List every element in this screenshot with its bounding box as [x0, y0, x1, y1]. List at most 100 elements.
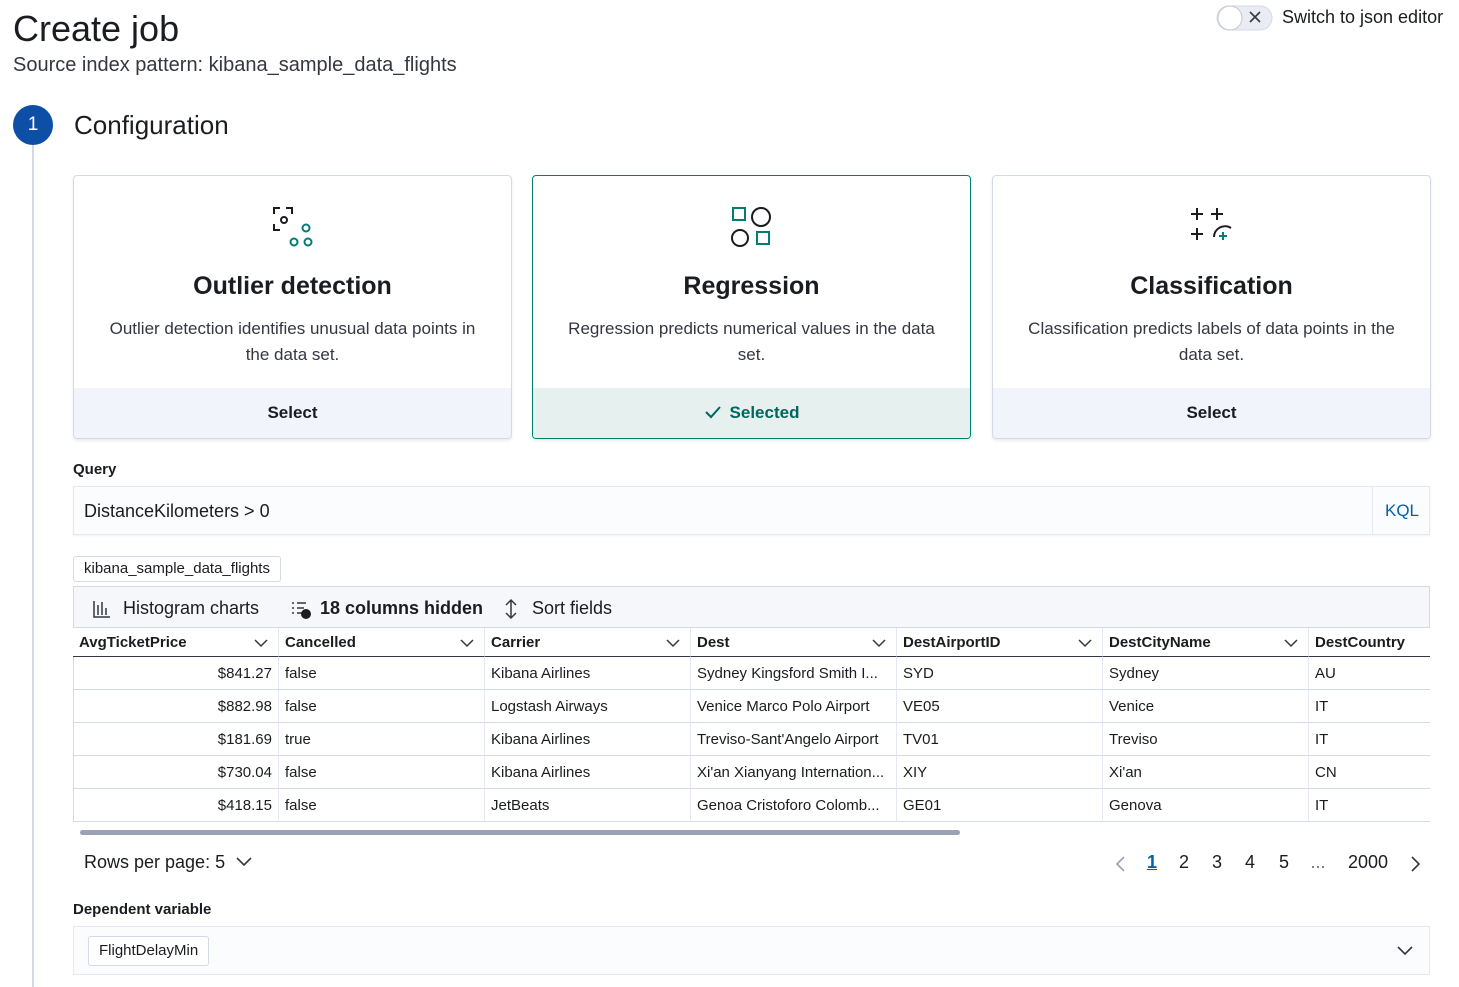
table-cell: false: [279, 756, 485, 789]
column-name: Carrier: [491, 634, 541, 651]
table-cell: $418.15: [73, 789, 279, 822]
query-value: DistanceKilometers > 0: [84, 501, 270, 521]
selected-field: FlightDelayMin: [88, 936, 210, 966]
rows-per-page-label: Rows per page: 5: [84, 852, 226, 872]
column-header[interactable]: DestCountry: [1309, 628, 1430, 657]
table-cell: Genova: [1103, 789, 1309, 822]
next-page[interactable]: [1408, 855, 1422, 873]
column-menu[interactable]: [1284, 638, 1298, 648]
toolbar-button[interactable]: Sort fields: [532, 598, 613, 618]
column-menu[interactable]: [254, 638, 268, 648]
page-link[interactable]: 3: [1211, 852, 1222, 872]
column-name: Cancelled: [285, 634, 356, 651]
column-header[interactable]: AvgTicketPrice: [73, 628, 279, 657]
page-link[interactable]: 1: [1146, 852, 1157, 872]
step-number: 1: [27, 114, 39, 135]
column-header[interactable]: DestAirportID: [897, 628, 1103, 657]
column-name: DestCityName: [1109, 634, 1211, 651]
table-cell: Treviso: [1103, 723, 1309, 756]
step-rail: [13, 105, 53, 987]
query-input[interactable]: DistanceKilometers > 0 KQL: [73, 486, 1430, 535]
table-cell: VE05: [897, 690, 1103, 723]
job-card[interactable]: Classification Classification predicts l…: [992, 175, 1431, 439]
table-cell: Sydney Kingsford Smith I...: [691, 657, 897, 690]
card-title: Regression: [683, 272, 820, 300]
card-title: Classification: [1130, 272, 1293, 300]
table-cell: Kibana Airlines: [485, 657, 691, 690]
column-menu[interactable]: [460, 638, 474, 648]
table-cell: $181.69: [73, 723, 279, 756]
column-header[interactable]: Cancelled: [279, 628, 485, 657]
card-description: Outlier detection identifies unusual dat…: [109, 319, 476, 364]
table-cell: Genoa Cristoforo Colomb...: [691, 789, 897, 822]
index-badge: kibana_sample_data_flights: [73, 556, 281, 582]
table-cell: SYD: [897, 657, 1103, 690]
page-link[interactable]: 4: [1244, 852, 1255, 872]
select-button[interactable]: Select: [993, 388, 1430, 438]
table-cell: IT: [1309, 789, 1430, 822]
table-cell: AU: [1309, 657, 1430, 690]
table-cell: false: [279, 657, 485, 690]
page-link: ...: [1310, 852, 1326, 872]
grid-toolbar: Histogram charts 18 columns hidden Sort …: [73, 586, 1430, 628]
page-link[interactable]: 2000: [1348, 852, 1389, 872]
histogram-icon: [93, 601, 110, 618]
step-title: Configuration: [74, 110, 229, 140]
select-button[interactable]: Select: [74, 388, 511, 438]
regression-icon: [731, 207, 771, 247]
table-cell: Sydney: [1103, 657, 1309, 690]
chevron-down: [1397, 946, 1413, 956]
page-title: Create job: [13, 8, 180, 49]
column-menu[interactable]: [666, 638, 680, 648]
table-cell: false: [279, 789, 485, 822]
sort-icon: [505, 598, 517, 620]
selected-button[interactable]: Selected: [533, 388, 970, 438]
table-cell: IT: [1309, 690, 1430, 723]
table-cell: TV01: [897, 723, 1103, 756]
page-link[interactable]: 5: [1278, 852, 1289, 872]
table-cell: GE01: [897, 789, 1103, 822]
table-cell: CN: [1309, 756, 1430, 789]
toolbar-button[interactable]: 18 columns hidden: [320, 598, 484, 618]
table-cell: Venice Marco Polo Airport: [691, 690, 897, 723]
job-card[interactable]: Regression Regression predicts numerical…: [532, 175, 971, 439]
column-name: DestCountry: [1315, 634, 1406, 651]
column-menu[interactable]: [872, 638, 886, 648]
table-cell: XIY: [897, 756, 1103, 789]
column-header[interactable]: Dest: [691, 628, 897, 657]
table-cell: IT: [1309, 723, 1430, 756]
dependent-variable-label: Dependent variable: [73, 901, 212, 918]
table-cell: $730.04: [73, 756, 279, 789]
table-cell: Venice: [1103, 690, 1309, 723]
job-card[interactable]: Outlier detection Outlier detection iden…: [73, 175, 512, 439]
language-switch[interactable]: KQL: [1372, 487, 1431, 534]
rows-per-page[interactable]: Rows per page: 5: [84, 852, 253, 873]
column-header[interactable]: DestCityName: [1103, 628, 1309, 657]
column-name: AvgTicketPrice: [79, 634, 187, 651]
column-header[interactable]: Carrier: [485, 628, 691, 657]
subtitle: Source index pattern: kibana_sample_data…: [13, 54, 457, 76]
chevron-down: [236, 857, 252, 867]
table-cell: Kibana Airlines: [485, 723, 691, 756]
table-cell: Logstash Airways: [485, 690, 691, 723]
outlier-icon: [273, 207, 313, 247]
classification-icon: [1191, 208, 1232, 240]
columns-icon: [292, 602, 311, 619]
prev-page[interactable]: [1114, 855, 1128, 873]
table-cell: false: [279, 690, 485, 723]
card-description: Regression predicts numerical values in …: [568, 319, 935, 364]
table-cell: Xi'an Xianyang Internation...: [691, 756, 897, 789]
table-cell: Treviso-Sant'Angelo Airport: [691, 723, 897, 756]
column-name: DestAirportID: [903, 634, 1001, 651]
scrollbar[interactable]: [80, 830, 960, 835]
page-link[interactable]: 2: [1178, 852, 1189, 872]
json-toggle[interactable]: [1216, 4, 1274, 32]
column-name: Dest: [697, 634, 730, 651]
table-cell: true: [279, 723, 485, 756]
table-cell: JetBeats: [485, 789, 691, 822]
dependent-variable-select[interactable]: FlightDelayMin: [73, 926, 1430, 975]
query-label: Query: [73, 461, 117, 478]
column-menu[interactable]: [1078, 638, 1092, 648]
toolbar-button[interactable]: Histogram charts: [123, 598, 260, 618]
